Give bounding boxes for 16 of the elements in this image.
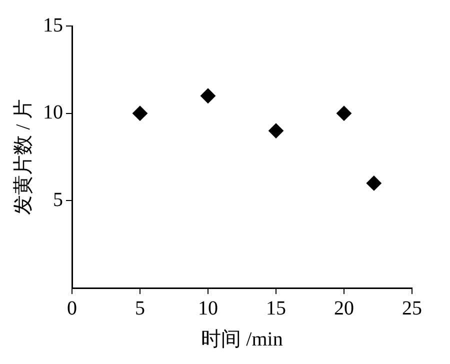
point (336, 106, 352, 121)
x-axis-title: 时间 /min (201, 328, 283, 350)
x-tick-label: 15 (266, 297, 286, 320)
x-tick-label: 20 (334, 297, 354, 320)
point (268, 123, 284, 138)
point (200, 88, 216, 104)
x-tick-label: 25 (402, 297, 422, 320)
x-tick-label: 0 (67, 297, 77, 320)
y-axis-title: 发黄片数 / 片 (12, 99, 34, 215)
x-tick-label: 5 (135, 297, 145, 320)
y-tick-label: 5 (53, 188, 63, 211)
x-tick-label: 10 (198, 297, 218, 320)
y-tick-label: 15 (43, 14, 63, 36)
point (366, 176, 382, 191)
point (132, 106, 148, 121)
y-tick-label: 10 (43, 102, 63, 124)
